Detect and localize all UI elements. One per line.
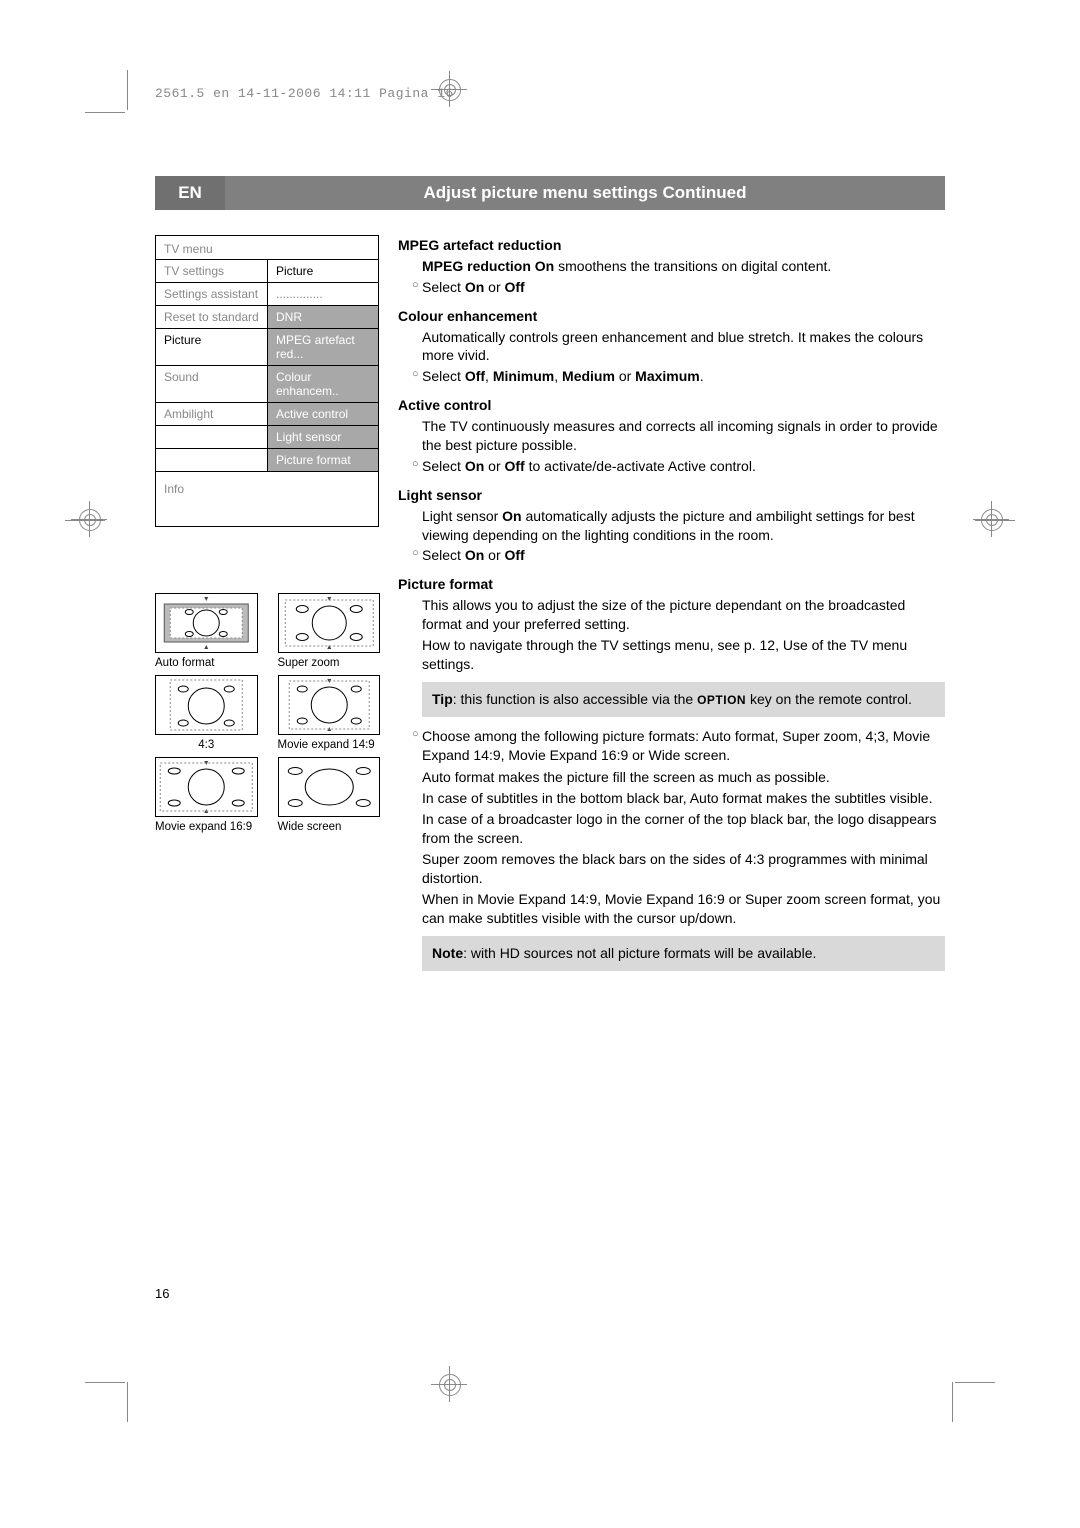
tv-menu: TV menu TV settings Picture Settings ass… <box>155 235 379 527</box>
menu-right: Light sensor <box>267 425 378 448</box>
fmt-label: Movie expand 16:9 <box>155 821 258 833</box>
menu-right: Colour enhancem.. <box>267 365 378 402</box>
fmt-label: Movie expand 14:9 <box>278 739 381 751</box>
menu-header: TV menu <box>156 236 378 259</box>
menu-left: Settings assistant <box>156 282 267 305</box>
fmt-label: 4:3 <box>155 739 258 751</box>
menu-right: Picture format <box>267 448 378 471</box>
menu-right: MPEG artefact red... <box>267 328 378 365</box>
menu-right: DNR <box>267 305 378 328</box>
heading-picfmt: Picture format <box>398 575 945 594</box>
note-box: Note: with HD sources not all picture fo… <box>422 936 945 971</box>
menu-right: Active control <box>267 402 378 425</box>
menu-left: Sound <box>156 365 267 402</box>
menu-left: Picture <box>156 328 267 365</box>
fmt-label: Auto format <box>155 657 258 669</box>
heading-light: Light sensor <box>398 486 945 505</box>
content: MPEG artefact reduction MPEG reduction O… <box>398 236 945 981</box>
menu-info: Info <box>156 471 378 526</box>
heading-active: Active control <box>398 396 945 415</box>
title-text: Adjust picture menu settings Continued <box>225 176 945 210</box>
tip-box: Tip: this function is also accessible vi… <box>422 682 945 717</box>
fmt-label: Wide screen <box>278 821 381 833</box>
print-header: 2561.5 en 14-11-2006 14:11 Pagina 16 <box>155 86 454 101</box>
menu-left: TV settings <box>156 259 267 282</box>
menu-right: .............. <box>267 282 378 305</box>
menu-left <box>156 448 267 471</box>
menu-left: Ambilight <box>156 402 267 425</box>
page-number: 16 <box>155 1286 169 1301</box>
menu-left: Reset to standard <box>156 305 267 328</box>
title-lang: EN <box>155 176 225 210</box>
menu-left <box>156 425 267 448</box>
fmt-label: Super zoom <box>278 657 381 669</box>
format-thumbs: Auto format Super zoom 4:3 Movie expand … <box>155 593 380 839</box>
heading-mpeg: MPEG artefact reduction <box>398 236 945 255</box>
menu-right: Picture <box>267 259 378 282</box>
title-bar: EN Adjust picture menu settings Continue… <box>155 176 945 210</box>
heading-colour: Colour enhancement <box>398 307 945 326</box>
